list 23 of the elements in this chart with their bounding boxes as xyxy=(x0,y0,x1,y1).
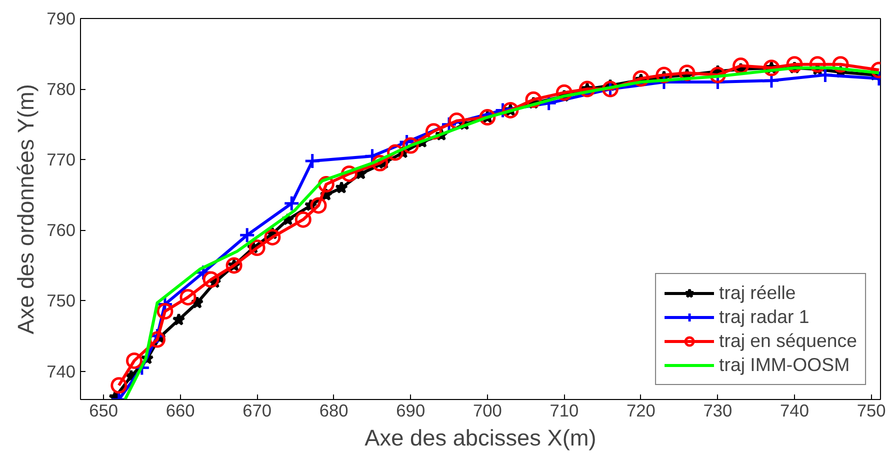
y-tick-label: 790 xyxy=(46,8,76,28)
x-tick-label: 700 xyxy=(472,400,502,420)
legend-label: traj IMM-OOSM xyxy=(719,354,850,376)
legend-label: traj radar 1 xyxy=(719,306,810,328)
y-tick-label: 770 xyxy=(46,150,76,170)
x-tick-label: 650 xyxy=(89,400,118,420)
y-tick-label: 780 xyxy=(46,79,76,100)
x-tick-label: 670 xyxy=(242,400,272,420)
y-tick-label: 740 xyxy=(46,361,76,382)
x-tick-label: 660 xyxy=(166,400,195,420)
y-axis-title: Axe des ordonnées Y(m) xyxy=(12,84,39,334)
y-tick-label: 760 xyxy=(46,220,76,240)
x-tick-label: 750 xyxy=(856,400,886,420)
x-tick-label: 730 xyxy=(703,400,732,420)
x-tick-label: 690 xyxy=(396,400,426,420)
x-axis-title: Axe des abcisses X(m) xyxy=(364,424,596,450)
x-tick-label: 720 xyxy=(626,400,656,420)
y-tick-label: 750 xyxy=(46,290,76,311)
x-tick-label: 740 xyxy=(780,400,809,420)
x-tick-label: 710 xyxy=(550,400,579,420)
x-tick-label: 680 xyxy=(319,400,348,420)
legend-label: traj en séquence xyxy=(719,330,857,352)
legend-label: traj réelle xyxy=(719,282,796,304)
